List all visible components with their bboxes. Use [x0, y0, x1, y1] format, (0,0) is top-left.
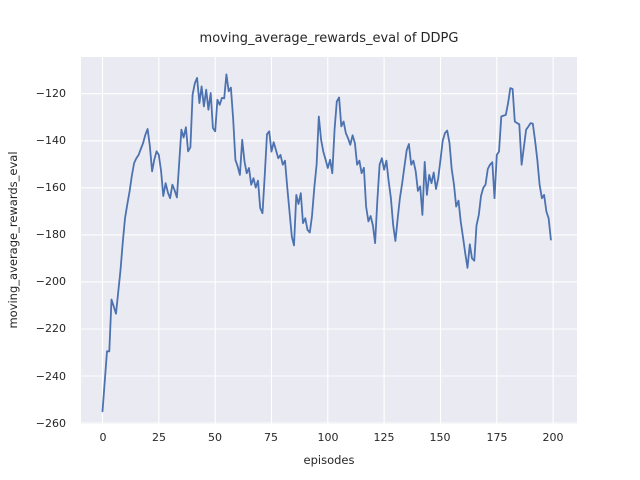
- chart-title: moving_average_rewards_eval of DDPG: [199, 31, 459, 46]
- x-tick-label: 100: [317, 431, 339, 444]
- x-tick-label: 175: [486, 431, 508, 444]
- plot-grid: [81, 57, 577, 424]
- y-tick-label: −140: [35, 134, 66, 147]
- y-tick-label: −220: [35, 322, 66, 335]
- y-tick-label: −120: [35, 87, 66, 100]
- x-tick-label: 200: [542, 431, 564, 444]
- x-tick-label: 150: [429, 431, 451, 444]
- x-tick-label: 75: [264, 431, 278, 444]
- data-line-moving_average_rewards_eval: [101, 73, 552, 413]
- plot-canvas: [81, 57, 577, 424]
- x-tick-label: 0: [99, 431, 107, 444]
- y-tick-label: −180: [35, 228, 66, 241]
- y-tick-label: −200: [35, 275, 66, 288]
- y-tick-label: −240: [35, 370, 66, 383]
- y-tick-label: −160: [35, 181, 66, 194]
- x-tick-label: 25: [152, 431, 166, 444]
- x-tick-label: 50: [208, 431, 222, 444]
- x-tick-label: 125: [373, 431, 395, 444]
- x-axis-label: episodes: [303, 453, 355, 467]
- y-tick-label: −260: [35, 417, 66, 430]
- plot-area: [81, 57, 577, 424]
